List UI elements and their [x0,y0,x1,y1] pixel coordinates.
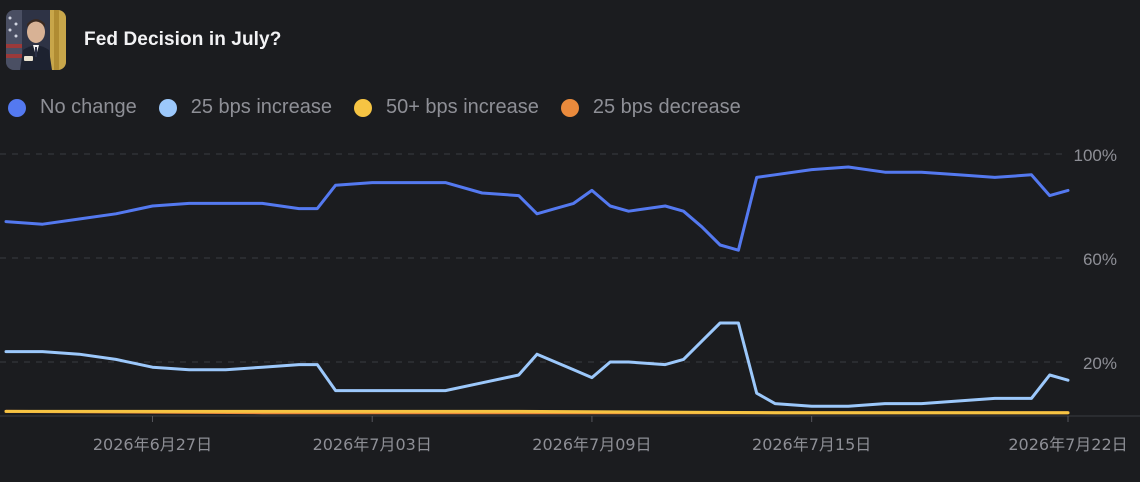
x-tick-label: 2026年7月15日 [752,435,871,454]
y-tick-label: 20% [1083,354,1117,373]
legend-label: No change [40,96,137,118]
market-thumbnail[interactable] [6,10,66,70]
x-tick-label: 2026年7月22日 [1008,435,1127,454]
y-tick-label: 60% [1083,250,1117,269]
legend-label: 25 bps increase [190,96,332,118]
legend-item-25-bps-decrease[interactable]: 25 bps decrease [560,96,741,119]
legend-item-no-change[interactable]: No change [8,96,137,119]
x-tick-label: 2026年7月03日 [313,435,432,454]
price-history-chart[interactable]: 100% 60% 20% 2026年6月27日 2026年7月03日 2026年7月09日… [0,130,1140,482]
legend-dot-icon [353,98,372,117]
market-header: Fed Decision in July? [6,10,281,70]
legend-dot-icon [158,98,177,117]
legend-label: 25 bps decrease [592,96,741,118]
series-line-no-change [4,165,1070,252]
series-line-25-bps-increase [4,321,1070,408]
legend-label: 50+ bps increase [385,96,539,118]
legend-item-50-bps-increase[interactable]: 50+ bps increase [353,96,539,119]
x-tick-label: 2026年7月09日 [532,435,651,454]
series-line-50-bps-increase [4,409,1070,415]
y-tick-label: 100% [1074,146,1117,165]
x-tick-label: 2026年6月27日 [93,435,212,454]
legend-item-25-bps-increase[interactable]: 25 bps increase [158,96,332,119]
speaker-portrait-icon [6,10,66,70]
legend-dot-icon [560,98,579,117]
legend-dot-icon [8,98,26,117]
chart-legend: No change 25 bps increase 50+ bps increa… [8,96,763,119]
market-title: Fed Decision in July? [84,29,282,50]
